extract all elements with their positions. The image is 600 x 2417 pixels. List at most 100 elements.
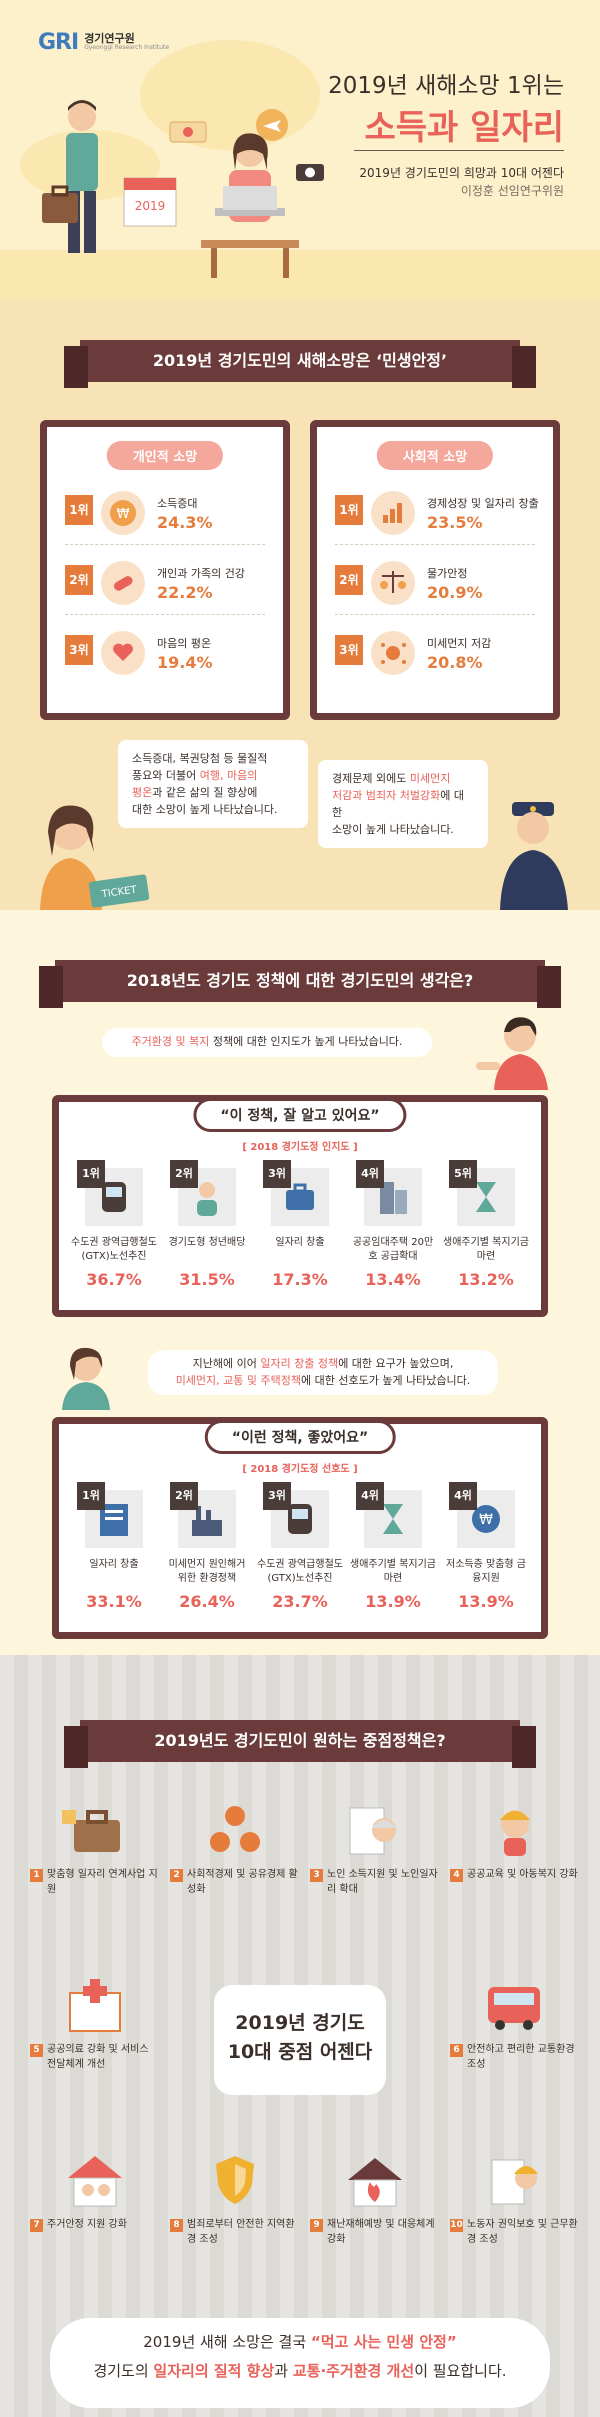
police-officer-illustration bbox=[500, 802, 568, 910]
policy-name: 일자리 창출 bbox=[275, 1237, 325, 1248]
bus-icon bbox=[480, 1975, 550, 2035]
wish-value: 20.8% bbox=[427, 653, 483, 672]
header-section: GRI 경기연구원 Gyeonggi Research Institute 201… bbox=[0, 0, 600, 330]
awareness-pill: “이 정책, 잘 알고 있어요” bbox=[193, 1098, 407, 1132]
policy-tile: 2위 미세먼지 원인해거 위한 환경정책 26.4% bbox=[164, 1482, 250, 1611]
agenda-title: 2019년도 경기도민이 원하는 중점정책은? bbox=[64, 1720, 536, 1768]
hospital-icon bbox=[60, 1975, 130, 2035]
list-item: 2위 물가안정 20.9% bbox=[335, 555, 535, 615]
agenda-label: 사회적경제 및 공유경제 활성화 bbox=[187, 1869, 298, 1895]
list-item: 2위 개인과 가족의 건강 22.2% bbox=[65, 555, 265, 615]
businessman-illustration bbox=[42, 100, 98, 253]
rank-badge: 3위 bbox=[65, 635, 93, 665]
agenda-label: 노인 소득지원 및 노인일자리 확대 bbox=[327, 1869, 438, 1895]
policy-value: 36.7% bbox=[86, 1270, 142, 1289]
policy-tile: 3위 수도권 광역급행철도 (GTX)노선추진 23.7% bbox=[257, 1482, 343, 1611]
list-item: 1위 경제성장 및 일자리 창출 23.5% bbox=[335, 485, 539, 545]
agenda-label: 주거안정 지원 강화 bbox=[47, 2219, 127, 2230]
svg-text:₩: ₩ bbox=[117, 507, 130, 522]
child-icon bbox=[480, 1800, 550, 1860]
hourglass-won-icon: 5위 bbox=[449, 1160, 515, 1226]
agenda-item: 6 안전하고 편리한 교통환경 조성 bbox=[450, 1975, 580, 2072]
scale-icon bbox=[371, 561, 415, 605]
won-coin-icon: ₩ bbox=[101, 491, 145, 535]
policy-tile: 4위 생애주기별 복지기금 마련 13.9% bbox=[350, 1482, 436, 1611]
policy-name: 저소득층 맞춤형 금융지원 bbox=[446, 1559, 526, 1584]
policy-value: 17.3% bbox=[272, 1270, 328, 1289]
dust-icon bbox=[371, 631, 415, 675]
policy-tile: 4위 ₩ 저소득층 맞춤형 금융지원 13.9% bbox=[443, 1482, 529, 1611]
briefcase-checklist-icon bbox=[60, 1800, 130, 1860]
wish-label: 경제성장 및 일자리 창출 bbox=[427, 497, 539, 510]
svg-text:₩: ₩ bbox=[479, 1512, 493, 1528]
worker-document-icon bbox=[480, 2150, 550, 2210]
wish-value: 19.4% bbox=[157, 653, 213, 672]
agenda-center-label: 2019년 경기도 10대 중점 어젠다 bbox=[214, 1985, 386, 2095]
job-board-icon: 1위 bbox=[77, 1482, 143, 1548]
rank-badge: 2위 bbox=[65, 565, 93, 595]
list-item: 1위 ₩ 소득증대 24.3% bbox=[65, 485, 265, 545]
policy-name: 미세먼지 원인해거 위한 환경정책 bbox=[168, 1559, 246, 1584]
camera-icon bbox=[296, 164, 324, 181]
family-house-icon bbox=[60, 2150, 130, 2210]
policy-value: 23.7% bbox=[272, 1592, 328, 1611]
apartment-icon: 4위 bbox=[356, 1160, 422, 1226]
policy-tile: 3위 일자리 창출 17.3% bbox=[257, 1160, 343, 1289]
factory-icon: 2위 bbox=[170, 1482, 236, 1548]
logo-name: 경기연구원 Gyeonggi Research Institute bbox=[84, 32, 170, 52]
agenda-item: 8 범죄로부터 안전한 지역환경 조성 bbox=[170, 2150, 300, 2247]
wish-label: 소득증대 bbox=[157, 497, 198, 510]
coins-cycle-icon bbox=[200, 1800, 270, 1860]
preference-panel: “이런 정책, 좋았어요” [ 2018 경기도정 선호도 ] 1위 일자리 창… bbox=[52, 1417, 548, 1639]
youth-icon: 2위 bbox=[170, 1160, 236, 1226]
policy-title: 2018년도 경기도 정책에 대한 경기도민의 생각은? bbox=[39, 960, 561, 1008]
awareness-tag: [ 2018 경기도정 인지도 ] bbox=[242, 1142, 358, 1153]
agenda-label: 노동자 권익보호 및 근무환경 조성 bbox=[467, 2219, 578, 2245]
logo-mark: GRI bbox=[38, 30, 79, 55]
title-line1: 2019년 새해소망 1위는 bbox=[328, 73, 564, 99]
policy-name: 생애주기별 복지기금 마련 bbox=[443, 1237, 529, 1262]
train-icon: 3위 bbox=[263, 1482, 329, 1548]
briefcase-icon: 3위 bbox=[263, 1160, 329, 1226]
svg-text:TICKET: TICKET bbox=[100, 884, 138, 900]
heart-hands-icon bbox=[101, 631, 145, 675]
policy-name: 경기도형 청년배당 bbox=[168, 1237, 246, 1248]
won-coin-icon: 4위 ₩ bbox=[449, 1482, 515, 1548]
list-item: 3위 미세먼지 저감 20.8% bbox=[335, 625, 535, 685]
personal-header: 개인적 소망 bbox=[106, 441, 224, 470]
awareness-tiles: 1위 수도권 광역급행철도 (GTX)노선추진 36.7% 2위 경기도형 청년… bbox=[71, 1160, 529, 1289]
personal-wish-board: 개인적 소망 1위 ₩ 소득증대 24.3% 2위 개인과 가족의 건강 22.… bbox=[40, 420, 290, 720]
policy-value: 33.1% bbox=[86, 1592, 142, 1611]
senior-document-icon bbox=[340, 1800, 410, 1860]
money-icon bbox=[169, 121, 207, 143]
woman-ticket-illustration: TICKET bbox=[40, 805, 150, 910]
wish-label: 물가안정 bbox=[427, 567, 468, 580]
left-speech-bubble: 소득증대, 복권당첨 등 물질적 풍요와 더불어 여행, 마음의 평온과 같은 … bbox=[118, 740, 308, 829]
social-wish-board: 사회적 소망 1위 경제성장 및 일자리 창출 23.5% 2위 물가안정 20… bbox=[310, 420, 560, 720]
right-speech-bubble: 경제문제 외에도 미세먼지 저감과 범죄자 처벌강화에 대한 소망이 높게 나타… bbox=[318, 760, 488, 849]
awareness-panel: “이 정책, 잘 알고 있어요” [ 2018 경기도정 인지도 ] 1위 수도… bbox=[52, 1095, 548, 1317]
agenda-item: 7 주거안정 지원 강화 bbox=[30, 2150, 160, 2233]
gri-logo: GRI 경기연구원 Gyeonggi Research Institute bbox=[38, 30, 169, 55]
policy-value: 13.9% bbox=[458, 1592, 514, 1611]
agenda-item: 1 맞춤형 일자리 연계사업 지원 bbox=[30, 1800, 160, 1897]
preference-pill: “이런 정책, 좋았어요” bbox=[204, 1420, 396, 1454]
agenda-item: 3 노인 소득지원 및 노인일자리 확대 bbox=[310, 1800, 440, 1897]
policy-notice-2: 지난해에 이어 일자리 창출 정책에 대한 요구가 높았으며, 미세먼지, 교통… bbox=[148, 1350, 498, 1395]
preference-tag: [ 2018 경기도정 선호도 ] bbox=[242, 1464, 358, 1475]
title-divider bbox=[354, 150, 564, 151]
policy-tile: 1위 수도권 광역급행철도 (GTX)노선추진 36.7% bbox=[71, 1160, 157, 1289]
policy-tile: 5위 생애주기별 복지기금 마련 13.2% bbox=[443, 1160, 529, 1289]
rank-badge: 3위 bbox=[335, 635, 363, 665]
hourglass-won-icon: 4위 bbox=[356, 1482, 422, 1548]
agenda-label: 맞춤형 일자리 연계사업 지원 bbox=[47, 1869, 158, 1895]
agenda-label: 재난재해예방 및 대응체계 강화 bbox=[327, 2219, 435, 2245]
policy-notice-1: 주거환경 및 복지 정책에 대한 인지도가 높게 나타났습니다. bbox=[102, 1028, 432, 1057]
pill-icon bbox=[101, 561, 145, 605]
title-line2: 소득과 일자리 bbox=[364, 108, 564, 148]
policy-value: 26.4% bbox=[179, 1592, 235, 1611]
rank-badge: 2위 bbox=[335, 565, 363, 595]
shield-hands-icon bbox=[200, 2150, 270, 2210]
author: 이정훈 선임연구위원 bbox=[460, 184, 564, 198]
woman-laptop-illustration bbox=[201, 133, 299, 278]
